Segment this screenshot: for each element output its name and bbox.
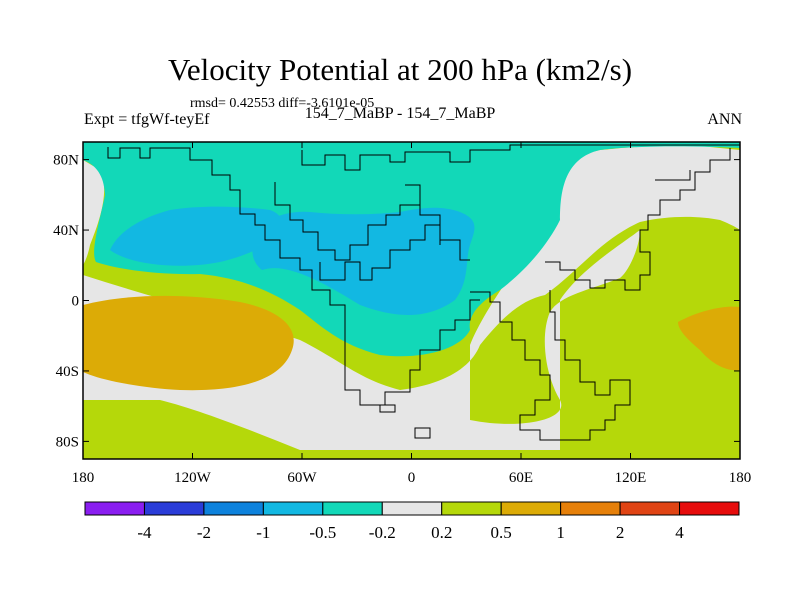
y-axis-ticks: 80N 40N 0 40S 80S — [53, 153, 740, 450]
colorbar-swatch — [679, 501, 740, 516]
colorbar-swatch — [619, 501, 681, 516]
case-label: 154_7_MaBP - 154_7_MaBP — [304, 105, 496, 122]
colorbar-level-label: -4 — [137, 523, 152, 542]
x-tick-label: 120E — [615, 470, 647, 486]
colorbar-level-label: -1 — [256, 523, 270, 542]
x-tick-label: 180 — [729, 470, 752, 486]
colorbar-level-label: 2 — [616, 523, 625, 542]
colorbar-level-label: -0.5 — [309, 523, 336, 542]
x-tick-label: 180 — [72, 470, 95, 486]
colorbar-swatch — [381, 501, 443, 516]
region-negative-europe-atlantic — [252, 207, 475, 316]
x-tick-label: 60W — [287, 470, 317, 486]
colorbar-level-label: 1 — [556, 523, 565, 542]
region-neutral-north-pacific-west — [83, 160, 105, 265]
colorbar-swatch — [262, 501, 324, 516]
y-tick-label: 40N — [53, 223, 79, 239]
y-tick-label: 0 — [72, 294, 80, 310]
region-positive-south-indian — [678, 306, 740, 371]
colorbar-level-label: -0.2 — [369, 523, 396, 542]
region-positive-south-pacific — [83, 295, 294, 391]
experiment-label: Expt = tfgWf-teyEf — [84, 111, 210, 128]
colorbar-swatch — [322, 501, 383, 516]
x-axis-ticks: 180 120W 60W 0 60E 120E 180 — [72, 142, 752, 486]
y-tick-label: 80N — [53, 153, 79, 169]
region-negative-north-america — [110, 206, 285, 266]
colorbar-level-label: -2 — [197, 523, 211, 542]
season-label: ANN — [707, 111, 742, 128]
x-tick-label: 60E — [509, 470, 533, 486]
y-tick-label: 40S — [56, 364, 79, 380]
colorbar-swatch — [84, 501, 145, 516]
colorbar-level-label: 0.5 — [491, 523, 512, 542]
y-tick-label: 80S — [56, 434, 79, 450]
colorbar-swatch — [560, 501, 621, 516]
colorbar: -4 -2 -1 -0.5 -0.2 0.2 0.5 1 2 4 — [84, 501, 740, 542]
colorbar-swatch — [500, 501, 562, 516]
x-tick-label: 120W — [174, 470, 212, 486]
x-tick-label: 0 — [408, 470, 416, 486]
colorbar-level-label: 4 — [675, 523, 684, 542]
colorbar-swatch — [143, 501, 205, 516]
coastline-outlines — [107, 144, 740, 441]
colorbar-level-label: 0.2 — [431, 523, 452, 542]
colorbar-swatch — [441, 501, 502, 516]
region-neutral-north-pacific-east — [572, 145, 740, 208]
chart-title: Velocity Potential at 200 hPa (km2/s) — [167, 52, 633, 87]
rmsd-diff-stats: rmsd= 0.42553 diff=-3.6101e-05 — [190, 96, 375, 111]
colorbar-swatch — [203, 501, 264, 516]
